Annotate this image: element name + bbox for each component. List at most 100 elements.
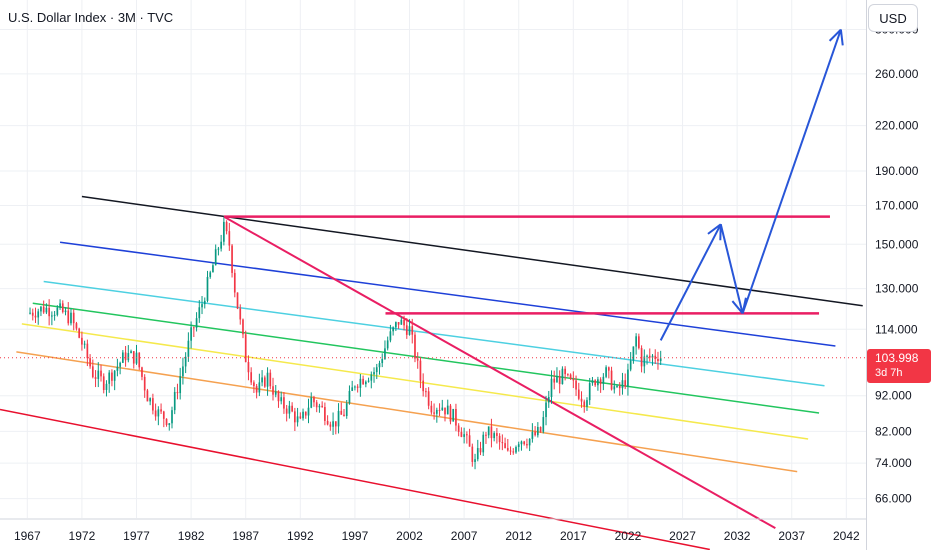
currency-button[interactable]: USD (868, 4, 918, 32)
arrow-head (841, 30, 843, 46)
price-axis[interactable]: 300.000260.000220.000190.000170.000150.0… (866, 0, 932, 550)
candle-body (570, 375, 572, 379)
candle-body (485, 435, 487, 436)
y-tick-label: 190.000 (875, 164, 919, 178)
candle-body (62, 303, 64, 312)
candle-body (46, 308, 48, 313)
candle-body (368, 381, 370, 382)
candle-body (455, 409, 457, 426)
candle-body (586, 400, 588, 407)
candle-body (286, 409, 288, 414)
x-tick-label: 2027 (669, 529, 696, 543)
candle-body (119, 363, 121, 367)
x-tick-label: 2042 (833, 529, 860, 543)
candle-body (447, 406, 449, 415)
candle-body (594, 380, 596, 385)
candle-body (106, 384, 108, 390)
candle-body (207, 277, 209, 301)
candle-body (398, 322, 400, 325)
candle-body (171, 410, 173, 423)
candle-body (144, 377, 146, 391)
candle-body (138, 353, 140, 368)
candle-body (463, 434, 465, 437)
candle-body (264, 377, 266, 386)
candle-body (332, 421, 334, 426)
candle-body (212, 265, 214, 272)
candle-body (152, 398, 154, 410)
candle-body (149, 398, 151, 401)
candle-body (95, 377, 97, 379)
trendline-drawings[interactable] (0, 197, 863, 550)
candle-body (572, 379, 574, 381)
candle-body (158, 409, 160, 416)
candle-body (542, 417, 544, 432)
candle-body (228, 231, 230, 245)
candle-body (635, 336, 637, 346)
last-price-tag: 103.998 3d 7h (867, 349, 931, 383)
y-tick-label: 82.000 (875, 424, 912, 438)
candle-body (414, 335, 416, 359)
candle-body (177, 392, 179, 393)
candle-body (35, 316, 37, 318)
candle-body (439, 410, 441, 411)
candle-body (43, 307, 45, 313)
candle-body (141, 367, 143, 377)
candle-body (297, 416, 299, 422)
candle-body (422, 381, 424, 391)
candle-body (168, 423, 170, 425)
candle-body (611, 371, 613, 390)
candle-body (469, 435, 471, 446)
candle-body (76, 323, 78, 328)
candle-body (581, 399, 583, 402)
candle-body (248, 362, 250, 372)
candle-body (376, 367, 378, 372)
trendline-black (82, 197, 863, 306)
candle-body (201, 304, 203, 307)
candle-body (529, 439, 531, 446)
candle-body (365, 382, 367, 384)
candle-body (70, 313, 72, 324)
candle-body (589, 383, 591, 400)
x-tick-label: 2017 (560, 529, 587, 543)
arrow-segment (661, 224, 721, 340)
y-tick-label: 66.000 (875, 492, 912, 506)
candle-body (321, 406, 323, 407)
candle-body (182, 366, 184, 376)
candle-body (313, 397, 315, 402)
candle-body (319, 406, 321, 407)
candle-body (507, 448, 509, 450)
candle-body (87, 344, 89, 358)
candle-body (340, 411, 342, 415)
candle-body (578, 390, 580, 399)
candle-body (250, 372, 252, 382)
candle-body (592, 380, 594, 383)
candle-body (622, 380, 624, 388)
candle-body (534, 432, 536, 435)
x-tick-label: 2012 (505, 529, 532, 543)
candle-body (338, 411, 340, 426)
candle-body (308, 408, 310, 416)
candle-body (108, 373, 110, 384)
candle-body (373, 372, 375, 374)
candle-body (559, 376, 561, 384)
candle-body (97, 371, 99, 379)
candle-body (379, 363, 381, 367)
candle-body (518, 444, 520, 447)
candle-body (234, 273, 236, 293)
candle-body (575, 380, 577, 389)
candle-body (521, 442, 523, 445)
candle-body (73, 313, 75, 323)
candle-body (360, 379, 362, 388)
candle-body (395, 322, 397, 327)
candle-body (174, 392, 176, 410)
candle-body (256, 386, 258, 392)
x-tick-label: 1997 (342, 529, 369, 543)
projection-arrow[interactable] (661, 30, 843, 341)
candle-body (147, 390, 149, 401)
candle-body (84, 344, 86, 345)
candle-body (133, 351, 135, 363)
candle-body (493, 433, 495, 438)
candle-body (349, 391, 351, 403)
